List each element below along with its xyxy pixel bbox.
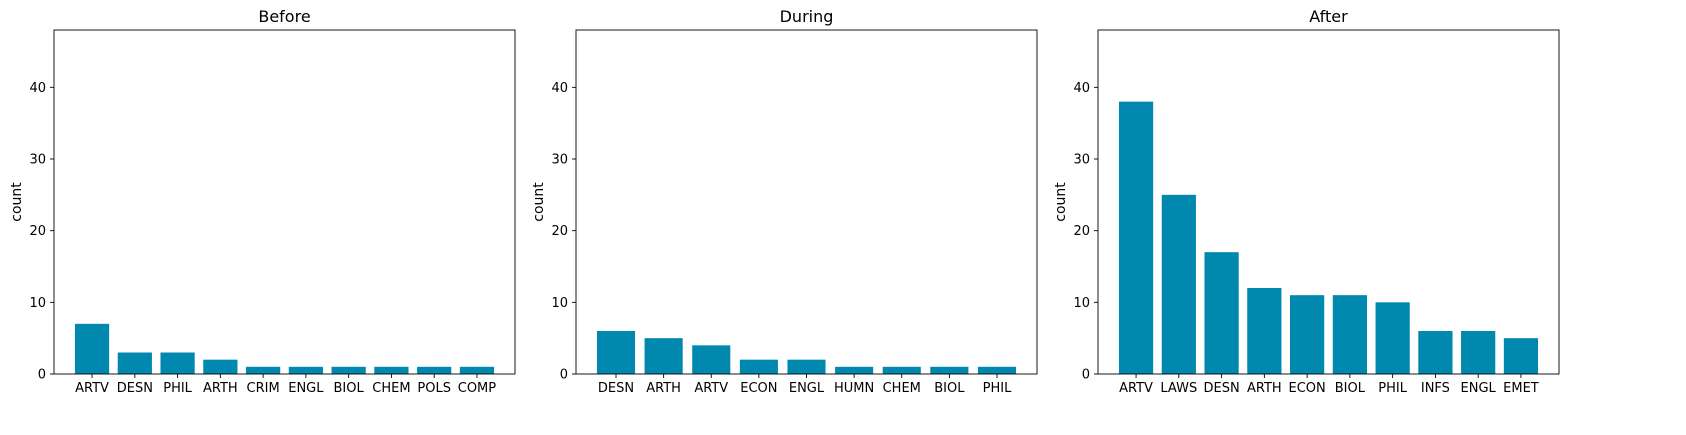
x-tick-label: ARTH [646,381,681,396]
y-tick-label: 20 [1073,224,1090,239]
bar-laws [1161,194,1196,374]
bar-desn [1204,252,1239,374]
x-tick-label: ARTH [203,381,238,396]
x-tick-label: BIOL [334,381,365,396]
x-tick-label: ENGL [1461,381,1497,396]
x-tick-label: PHIL [1378,381,1407,396]
bar-chem [882,366,921,374]
x-tick-label: HUMN [834,381,874,396]
x-tick-label: ENGL [789,381,825,396]
bar-artv [1118,101,1154,375]
y-tick-label: 20 [29,224,46,239]
x-tick-label: CRIM [247,381,280,396]
y-tick-label: 30 [551,153,568,168]
axes-frame [575,29,1038,375]
bar-arth [203,359,238,374]
bar-biol [1332,295,1367,374]
chart-title: After [1309,7,1348,26]
chart-panel-2: ARTV LAWS DESN ARTH ECON BIOL PHIL INFS ENGL EMET… [1053,7,1560,396]
x-tick-label: ARTV [694,381,728,396]
x-tick-label: LAWS [1160,381,1197,396]
bar-emet [1503,338,1539,374]
y-tick-label: 30 [29,153,46,168]
bar-humn [835,366,874,374]
bar-chem [374,366,409,374]
y-tick-label: 40 [551,81,568,96]
chart-title: Before [258,7,310,26]
chart-panel-1: DESN ARTH ARTV ECON ENGL HUMN CHEM BIOL PHIL 0 10 2… [531,7,1038,396]
y-tick-label: 40 [29,81,46,96]
x-tick-label: DESN [117,381,153,396]
axes-frame [1097,29,1560,375]
x-tick-label: ARTH [1247,381,1282,396]
y-axis-title: count [1053,182,1069,222]
bar-crim [246,366,281,374]
bar-artv [74,323,110,374]
axes-frame [53,29,516,375]
y-tick-label: 0 [38,368,46,383]
x-tick-label: DESN [598,381,634,396]
bar-arth [1247,288,1282,374]
x-tick-label: ARTV [75,381,109,396]
x-tick-label: EMET [1503,381,1539,396]
x-tick-label: BIOL [934,381,965,396]
bar-biol [930,366,969,374]
x-tick-label: ECON [740,381,777,396]
y-tick-label: 0 [1082,368,1090,383]
y-tick-label: 10 [29,296,46,311]
bar-infs [1418,331,1453,374]
y-tick-label: 40 [1073,81,1090,96]
bar-econ [739,359,778,374]
bar-engl [288,366,323,374]
bar-engl [1461,331,1496,374]
bar-pols [417,366,452,374]
bar-engl [787,359,826,374]
bar-phil [1375,302,1410,374]
x-tick-label: INFS [1421,381,1450,396]
x-tick-label: BIOL [1335,381,1366,396]
bar-comp [459,366,495,374]
x-tick-label: ARTV [1119,381,1153,396]
y-tick-label: 20 [551,224,568,239]
x-tick-label: PHIL [163,381,192,396]
bar-biol [331,366,366,374]
y-tick-label: 30 [1073,153,1090,168]
y-axis-title: count [531,182,547,222]
y-tick-label: 10 [551,296,568,311]
bar-desn [596,331,636,374]
y-tick-label: 0 [560,368,568,383]
x-tick-label: POLS [417,381,451,396]
bar-phil [977,366,1017,374]
chart-title: During [780,7,834,26]
bar-artv [692,345,731,374]
x-tick-label: CHEM [372,381,410,396]
x-tick-label: DESN [1203,381,1239,396]
x-tick-label: COMP [458,381,497,396]
y-axis-title: count [9,182,25,222]
x-tick-label: ENGL [288,381,324,396]
x-tick-label: CHEM [883,381,921,396]
bar-phil [160,352,195,374]
x-tick-label: PHIL [983,381,1012,396]
bar-arth [644,338,683,374]
x-tick-label: ECON [1288,381,1325,396]
bar-desn [117,352,152,374]
chart-panel-0: ARTV DESN PHIL ARTH CRIM ENGL BIOL CHEM POLS COMP… [9,7,516,396]
bar-econ [1290,295,1325,374]
y-tick-label: 10 [1073,296,1090,311]
